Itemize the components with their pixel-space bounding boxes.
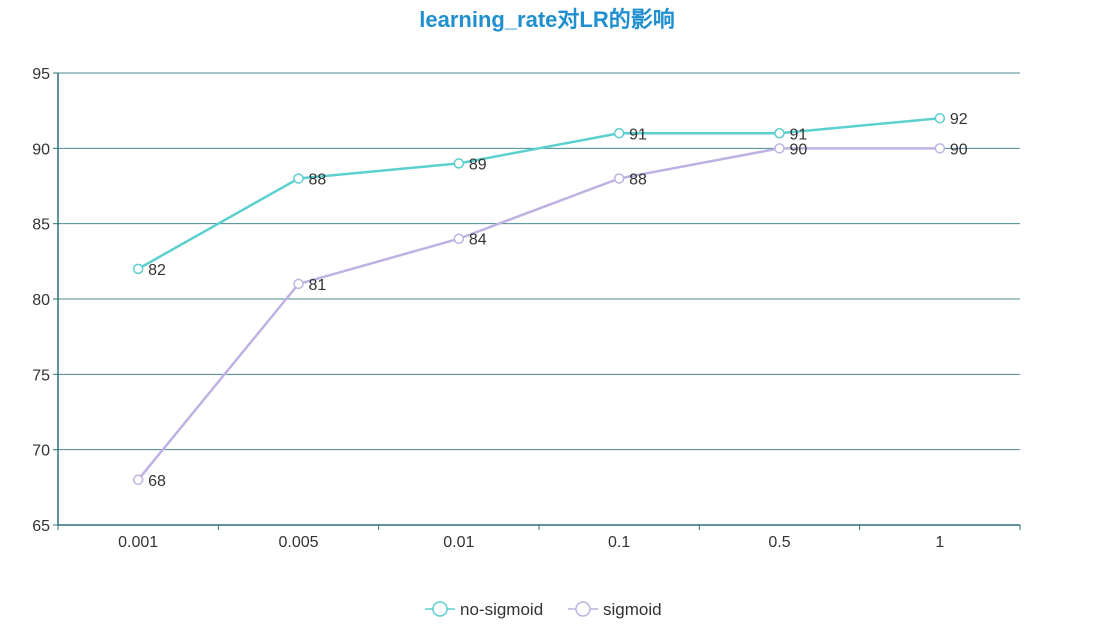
axes: 65 70 75 80 85 90 95 0.001 0.005 0.01 0.1 0.5 1 — [32, 66, 1021, 551]
series-line-sigmoid — [137, 147, 940, 481]
data-label-sigmoid: 90 — [790, 141, 808, 158]
data-label-no-sigmoid: 91 — [629, 126, 647, 143]
y-tick-label: 65 — [32, 518, 50, 535]
data-point-sigmoid[interactable] — [293, 278, 304, 290]
x-tick-label: 0.001 — [118, 534, 158, 551]
data-point-no-sigmoid[interactable] — [934, 112, 946, 124]
legend[interactable]: no-sigmoid sigmoid — [425, 600, 662, 619]
y-tick-label: 80 — [32, 292, 50, 309]
legend-item-sigmoid[interactable]: sigmoid — [568, 600, 662, 619]
data-label-no-sigmoid: 88 — [309, 171, 327, 188]
y-tick-label: 95 — [32, 66, 50, 83]
data-point-no-sigmoid[interactable] — [774, 128, 785, 139]
data-point-sigmoid[interactable] — [774, 143, 785, 154]
y-tick-label: 70 — [32, 443, 50, 460]
data-point-sigmoid[interactable] — [934, 143, 946, 154]
x-tick-label: 0.5 — [768, 534, 790, 551]
data-label-sigmoid: 90 — [950, 141, 968, 158]
data-point-no-sigmoid[interactable] — [293, 173, 304, 184]
legend-label: no-sigmoid — [460, 600, 543, 619]
data-point-no-sigmoid[interactable] — [453, 158, 465, 169]
legend-label: sigmoid — [603, 600, 662, 619]
data-label-sigmoid: 84 — [469, 232, 487, 249]
x-tick-label: 0.1 — [608, 534, 630, 551]
x-tick-label: 0.005 — [278, 534, 318, 551]
y-tick-label: 75 — [32, 367, 50, 384]
data-label-no-sigmoid: 91 — [790, 126, 808, 143]
legend-marker-icon — [575, 601, 591, 617]
data-label-no-sigmoid: 82 — [148, 262, 166, 279]
legend-marker-icon — [432, 601, 448, 617]
data-point-sigmoid[interactable] — [132, 474, 144, 486]
data-label-no-sigmoid: 92 — [950, 111, 968, 128]
data-label-no-sigmoid: 89 — [469, 156, 487, 173]
y-tick-label: 90 — [32, 141, 50, 158]
series-layer: 82 88 89 91 91 92 68 81 84 88 90 90 — [132, 111, 968, 490]
chart-title: learning_rate对LR的影响 — [419, 7, 675, 32]
data-point-no-sigmoid[interactable] — [613, 128, 625, 139]
data-label-sigmoid: 88 — [629, 171, 647, 188]
data-point-no-sigmoid[interactable] — [132, 263, 144, 275]
data-label-sigmoid: 68 — [148, 473, 166, 490]
x-tick-label: 0.01 — [443, 534, 474, 551]
y-tick-label: 85 — [32, 217, 50, 234]
gridlines — [58, 72, 1020, 451]
data-point-sigmoid[interactable] — [613, 173, 625, 184]
data-label-sigmoid: 81 — [309, 277, 327, 294]
legend-item-no-sigmoid[interactable]: no-sigmoid — [425, 600, 543, 619]
series-line-no-sigmoid — [137, 116, 940, 270]
x-tick-label: 1 — [935, 534, 944, 551]
data-point-sigmoid[interactable] — [453, 233, 465, 244]
